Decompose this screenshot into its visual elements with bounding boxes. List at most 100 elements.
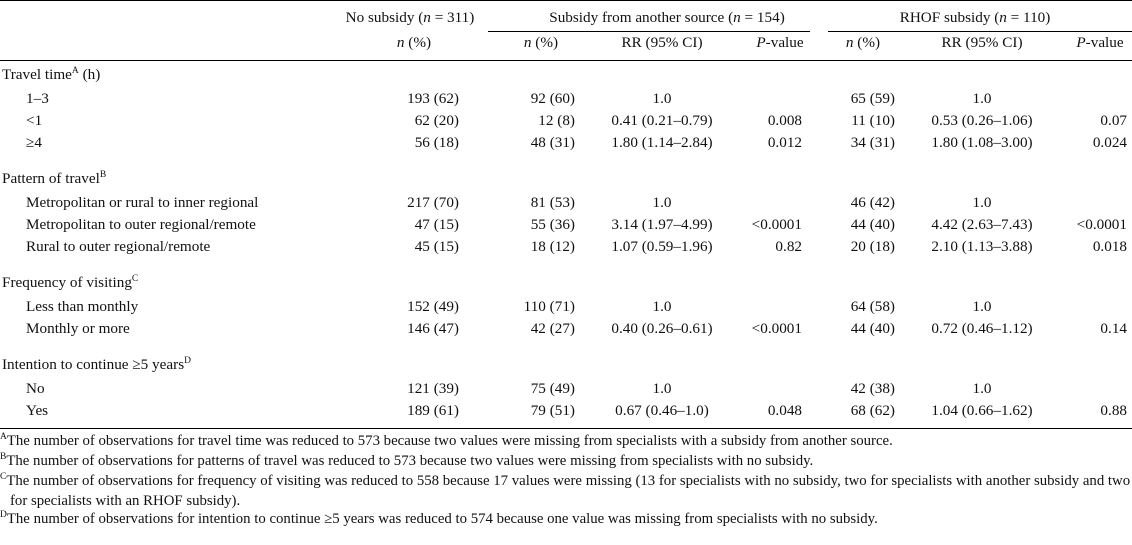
table-cell-rhof-n: 44 (40) xyxy=(850,320,895,337)
table-cell-other-n: 75 (49) xyxy=(530,380,575,397)
row-label: Metropolitan or rural to inner regional xyxy=(26,194,259,211)
header-rule xyxy=(0,60,1132,61)
table-cell-other-rr: 0.41 (0.21–0.79) xyxy=(611,112,713,129)
table-cell-none: 152 (49) xyxy=(407,298,459,315)
table-cell-rhof-n: 65 (59) xyxy=(850,90,895,107)
footnote-text: The number of observations for travel ti… xyxy=(6,433,893,449)
group-rule-other xyxy=(488,31,810,32)
table-cell-other-rr: 3.14 (1.97–4.99) xyxy=(611,216,713,233)
col-rr-other: RR (95% CI) xyxy=(621,34,703,51)
section-heading: Frequency of visitingC xyxy=(2,274,138,294)
table-cell-rhof-n: 46 (42) xyxy=(850,194,895,211)
section-unit: (h) xyxy=(78,66,101,83)
table-cell-other-rr: 1.80 (1.14–2.84) xyxy=(611,134,713,151)
table-cell-rhof-n: 34 (31) xyxy=(850,134,895,151)
footnote: AThe number of observations for travel t… xyxy=(0,432,1132,452)
table-cell-rhof-rr: 1.0 xyxy=(972,380,992,397)
section-title: Travel time xyxy=(2,66,72,83)
table-cell-other-rr: 1.0 xyxy=(652,298,672,315)
table-cell-rhof-p: 0.024 xyxy=(1092,134,1127,151)
table-cell-rhof-rr: 1.80 (1.08–3.00) xyxy=(931,134,1033,151)
section-heading: Pattern of travelB xyxy=(2,170,106,190)
table-cell-other-n: 42 (27) xyxy=(530,320,575,337)
group-rule-rhof xyxy=(828,31,1132,32)
row-label: ≥4 xyxy=(26,134,42,151)
table-cell-rhof-rr: 1.04 (0.66–1.62) xyxy=(931,402,1033,419)
footnote-text: The number of observations for frequency… xyxy=(6,473,1131,509)
table-cell-rhof-n: 11 (10) xyxy=(851,112,895,129)
table-cell-rhof-n: 42 (38) xyxy=(850,380,895,397)
table-cell-other-n: 12 (8) xyxy=(538,112,575,129)
table-cell-none: 121 (39) xyxy=(407,380,459,397)
section-heading: Travel timeA (h) xyxy=(2,66,100,86)
footnote-text: The number of observations for intention… xyxy=(6,511,878,527)
col-n-none: n (%) xyxy=(396,34,432,51)
row-label: Yes xyxy=(26,402,49,419)
col-n-other: n (%) xyxy=(523,34,559,51)
section-title: Frequency of visiting xyxy=(2,274,132,291)
footnote: BThe number of observations for patterns… xyxy=(0,452,1132,472)
table-cell-none: 193 (62) xyxy=(407,90,459,107)
header-other-source: Subsidy from another source (n = 154) xyxy=(549,9,785,26)
table-cell-other-n: 48 (31) xyxy=(530,134,575,151)
section-title: Pattern of travel xyxy=(2,170,100,187)
footnote-marker: C xyxy=(131,274,139,284)
table-cell-none: 146 (47) xyxy=(407,320,459,337)
footnote-marker: B xyxy=(0,452,7,462)
table-cell-other-rr: 1.0 xyxy=(652,90,672,107)
table-cell-none: 62 (20) xyxy=(414,112,459,129)
table-cell-rhof-p: 0.88 xyxy=(1100,402,1127,419)
table-cell-rhof-rr: 2.10 (1.13–3.88) xyxy=(931,238,1033,255)
table-cell-other-rr: 1.07 (0.59–1.96) xyxy=(611,238,713,255)
table-cell-rhof-rr: 0.53 (0.26–1.06) xyxy=(931,112,1033,129)
row-label: <1 xyxy=(26,112,43,129)
footnote: CThe number of observations for frequenc… xyxy=(0,472,1132,510)
table-cell-rhof-rr: 4.42 (2.63–7.43) xyxy=(931,216,1033,233)
header-no-subsidy: No subsidy (n = 311) xyxy=(345,9,475,26)
footnote-marker: D xyxy=(184,356,191,366)
table-cell-other-p: 0.012 xyxy=(767,134,802,151)
table-cell-other-n: 18 (12) xyxy=(530,238,575,255)
table-cell-other-n: 79 (51) xyxy=(530,402,575,419)
table-cell-rhof-p: <0.0001 xyxy=(1076,216,1127,233)
footnotes: AThe number of observations for travel t… xyxy=(0,432,1132,530)
row-label: Less than monthly xyxy=(26,298,139,315)
col-n-rhof: n (%) xyxy=(845,34,881,51)
footnote-marker: A xyxy=(0,432,7,442)
table-cell-rhof-p: 0.14 xyxy=(1100,320,1127,337)
table-cell-other-p: <0.0001 xyxy=(751,216,802,233)
footnote-text: The number of observations for patterns … xyxy=(6,453,814,469)
table-cell-other-n: 92 (60) xyxy=(530,90,575,107)
table-cell-rhof-n: 44 (40) xyxy=(850,216,895,233)
table-cell-other-p: 0.82 xyxy=(775,238,802,255)
table-cell-rhof-p: 0.018 xyxy=(1092,238,1127,255)
top-rule xyxy=(0,0,1132,1)
col-p-other: P-value xyxy=(756,34,804,51)
col-rr-rhof: RR (95% CI) xyxy=(941,34,1023,51)
table-cell-other-rr: 0.67 (0.46–1.0) xyxy=(615,402,709,419)
row-label: Monthly or more xyxy=(26,320,130,337)
row-label: 1–3 xyxy=(26,90,49,107)
row-label: No xyxy=(26,380,45,397)
table-cell-rhof-rr: 1.0 xyxy=(972,298,992,315)
table-cell-none: 189 (61) xyxy=(407,402,459,419)
table-cell-other-rr: 1.0 xyxy=(652,194,672,211)
table-cell-none: 47 (15) xyxy=(414,216,459,233)
table-cell-rhof-rr: 1.0 xyxy=(972,90,992,107)
col-p-rhof: P-value xyxy=(1076,34,1124,51)
footnote-marker: C xyxy=(0,472,7,482)
bottom-rule xyxy=(0,428,1132,429)
section-title: Intention to continue ≥5 years xyxy=(2,356,185,373)
table-cell-rhof-p: 0.07 xyxy=(1100,112,1127,129)
header-rhof: RHOF subsidy (n = 110) xyxy=(899,9,1051,26)
table-cell-other-n: 81 (53) xyxy=(530,194,575,211)
table-cell-none: 45 (15) xyxy=(414,238,459,255)
table-cell-rhof-n: 68 (62) xyxy=(850,402,895,419)
row-label: Rural to outer regional/remote xyxy=(26,238,211,255)
table-cell-other-p: <0.0001 xyxy=(751,320,802,337)
row-label: Metropolitan to outer regional/remote xyxy=(26,216,256,233)
table-cell-rhof-n: 20 (18) xyxy=(850,238,895,255)
footnote: DThe number of observations for intentio… xyxy=(0,510,1132,530)
table-cell-other-rr: 1.0 xyxy=(652,380,672,397)
table-cell-rhof-rr: 0.72 (0.46–1.12) xyxy=(931,320,1033,337)
